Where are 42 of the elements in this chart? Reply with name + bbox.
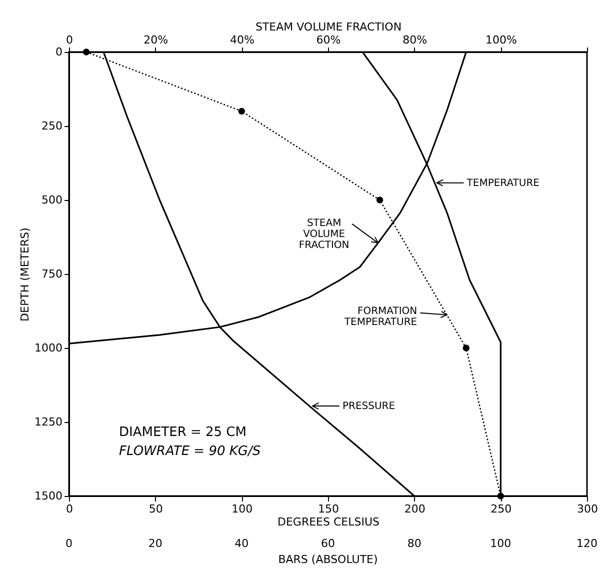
text: BARS (ABSOLUTE): [278, 553, 378, 566]
point: [462, 344, 470, 352]
text: 40: [234, 537, 249, 550]
y-tick-label: 1500: [34, 490, 62, 502]
y-tick-label: 250: [42, 120, 62, 132]
x2-tick-label: 100%: [485, 34, 517, 46]
annotation: DIAMETER = 25 CM: [119, 425, 246, 440]
x2-axis-title: STEAM VOLUME FRACTION: [255, 20, 402, 34]
y-axis-title: DEPTH (METERS): [18, 228, 32, 322]
annotation: FORMATION TEMPERATURE: [343, 306, 418, 328]
point: [82, 48, 90, 56]
x-tick-label: 250: [490, 502, 512, 516]
text: 100: [490, 537, 512, 550]
text: 20: [148, 537, 162, 550]
y-tick-label: 1000: [34, 342, 62, 354]
y-tick-label: 500: [42, 194, 62, 206]
annotation: FLOWRATE = 90 KG/S: [119, 444, 261, 459]
x-tick-label: 100: [232, 502, 253, 516]
text: 0: [66, 537, 72, 550]
x2-tick-label: 40%: [230, 34, 254, 46]
annotation: STEAM VOLUME FRACTION: [298, 218, 350, 251]
x2-tick-label: 60%: [316, 34, 341, 46]
y-tick-label: 1250: [34, 416, 62, 428]
point: [376, 196, 384, 204]
x-tick-label: 50: [148, 502, 163, 516]
x-axis-title: DEGREES CELSIUS: [278, 516, 380, 528]
point: [238, 108, 246, 115]
x-tick-label: 300: [577, 502, 598, 516]
text: 80: [407, 537, 422, 550]
x2-tick-label: 80%: [402, 34, 428, 46]
text: 60: [321, 537, 335, 550]
point: [497, 492, 504, 500]
x-tick-label: 200: [404, 502, 426, 516]
annotation: TEMPERATURE: [466, 178, 540, 189]
x2-tick-label: 0: [66, 34, 73, 46]
y-tick-label: 0: [56, 46, 62, 58]
x-tick-label: 150: [318, 502, 339, 516]
x-tick-label: 0: [66, 502, 73, 516]
x2-tick-label: 20%: [144, 34, 168, 46]
y-tick-label: 750: [42, 268, 62, 280]
text: 120: [576, 537, 598, 550]
annotation: PRESSURE: [342, 401, 396, 412]
